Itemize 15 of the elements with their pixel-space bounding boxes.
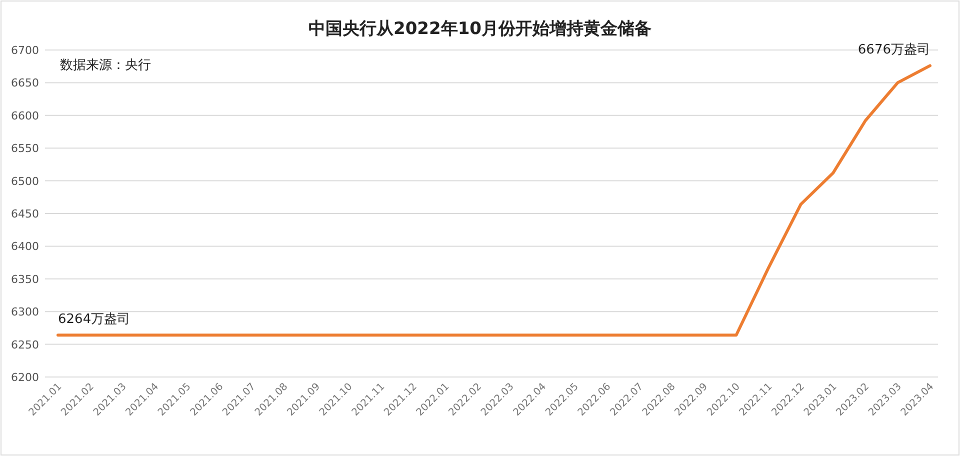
y-tick-label: 6250: [11, 338, 39, 352]
annotation: 数据来源：央行: [60, 58, 151, 73]
annotation: 6264万盎司: [58, 312, 130, 328]
y-tick-label: 6450: [11, 208, 39, 220]
y-tick-label: 6500: [11, 174, 39, 188]
y-tick-label: 6200: [11, 371, 39, 384]
y-tick-label: 6650: [11, 76, 39, 90]
y-tick-label: 6400: [11, 240, 39, 254]
y-tick-label: 6600: [11, 109, 39, 122]
y-tick-label: 6550: [11, 142, 39, 156]
y-tick-label: 6350: [11, 272, 39, 286]
y-tick-label: 6700: [11, 44, 39, 57]
y-tick-label: 6300: [11, 306, 39, 319]
chart-title: 中国央行从2022年10月份开始增持黄金储备: [308, 19, 652, 39]
annotation: 6676万盎司: [858, 42, 930, 58]
